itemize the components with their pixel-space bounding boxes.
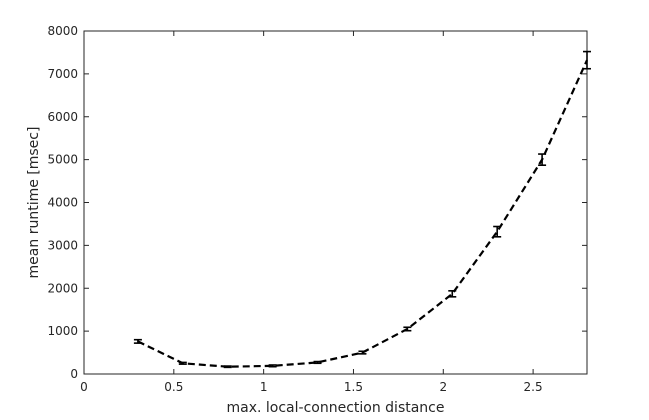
error-bar — [178, 361, 187, 365]
x-tick-label: 2.5 — [524, 380, 543, 394]
y-tick-label: 2000 — [47, 281, 78, 295]
error-bar — [223, 365, 232, 369]
error-bar — [448, 290, 457, 298]
y-tick-label: 5000 — [47, 153, 78, 167]
x-tick-label: 1.5 — [344, 380, 363, 394]
y-tick-label: 7000 — [47, 67, 78, 81]
x-tick-label: 2 — [439, 380, 447, 394]
x-axis-ticks: 0 0.5 1 1.5 2 2.5 — [80, 31, 543, 394]
y-tick-label: 4000 — [47, 196, 78, 210]
series-layer — [133, 50, 591, 369]
y-tick-label: 8000 — [47, 24, 78, 38]
error-bar — [538, 153, 547, 166]
x-tick-label: 0.5 — [164, 380, 183, 394]
error-bar — [583, 50, 591, 70]
error-bar — [493, 225, 502, 238]
error-bar — [313, 360, 322, 365]
y-axis-label: mean runtime [msec] — [26, 127, 42, 279]
y-tick-label: 6000 — [47, 110, 78, 124]
x-axis-label: max. local-connection distance — [227, 400, 445, 416]
y-tick-label: 3000 — [47, 238, 78, 252]
x-tick-label: 0 — [80, 380, 88, 394]
y-axis-ticks: 0 1000 2000 3000 4000 5000 6000 7000 8000 — [47, 24, 587, 381]
series-line — [137, 59, 589, 368]
error-bar — [133, 338, 142, 344]
x-tick-label: 1 — [260, 380, 268, 394]
error-bar — [268, 364, 277, 368]
y-tick-label: 1000 — [47, 324, 78, 338]
error-bar — [403, 326, 412, 332]
y-tick-label: 0 — [70, 367, 78, 381]
plot-area — [83, 30, 588, 375]
error-bar — [358, 350, 367, 355]
